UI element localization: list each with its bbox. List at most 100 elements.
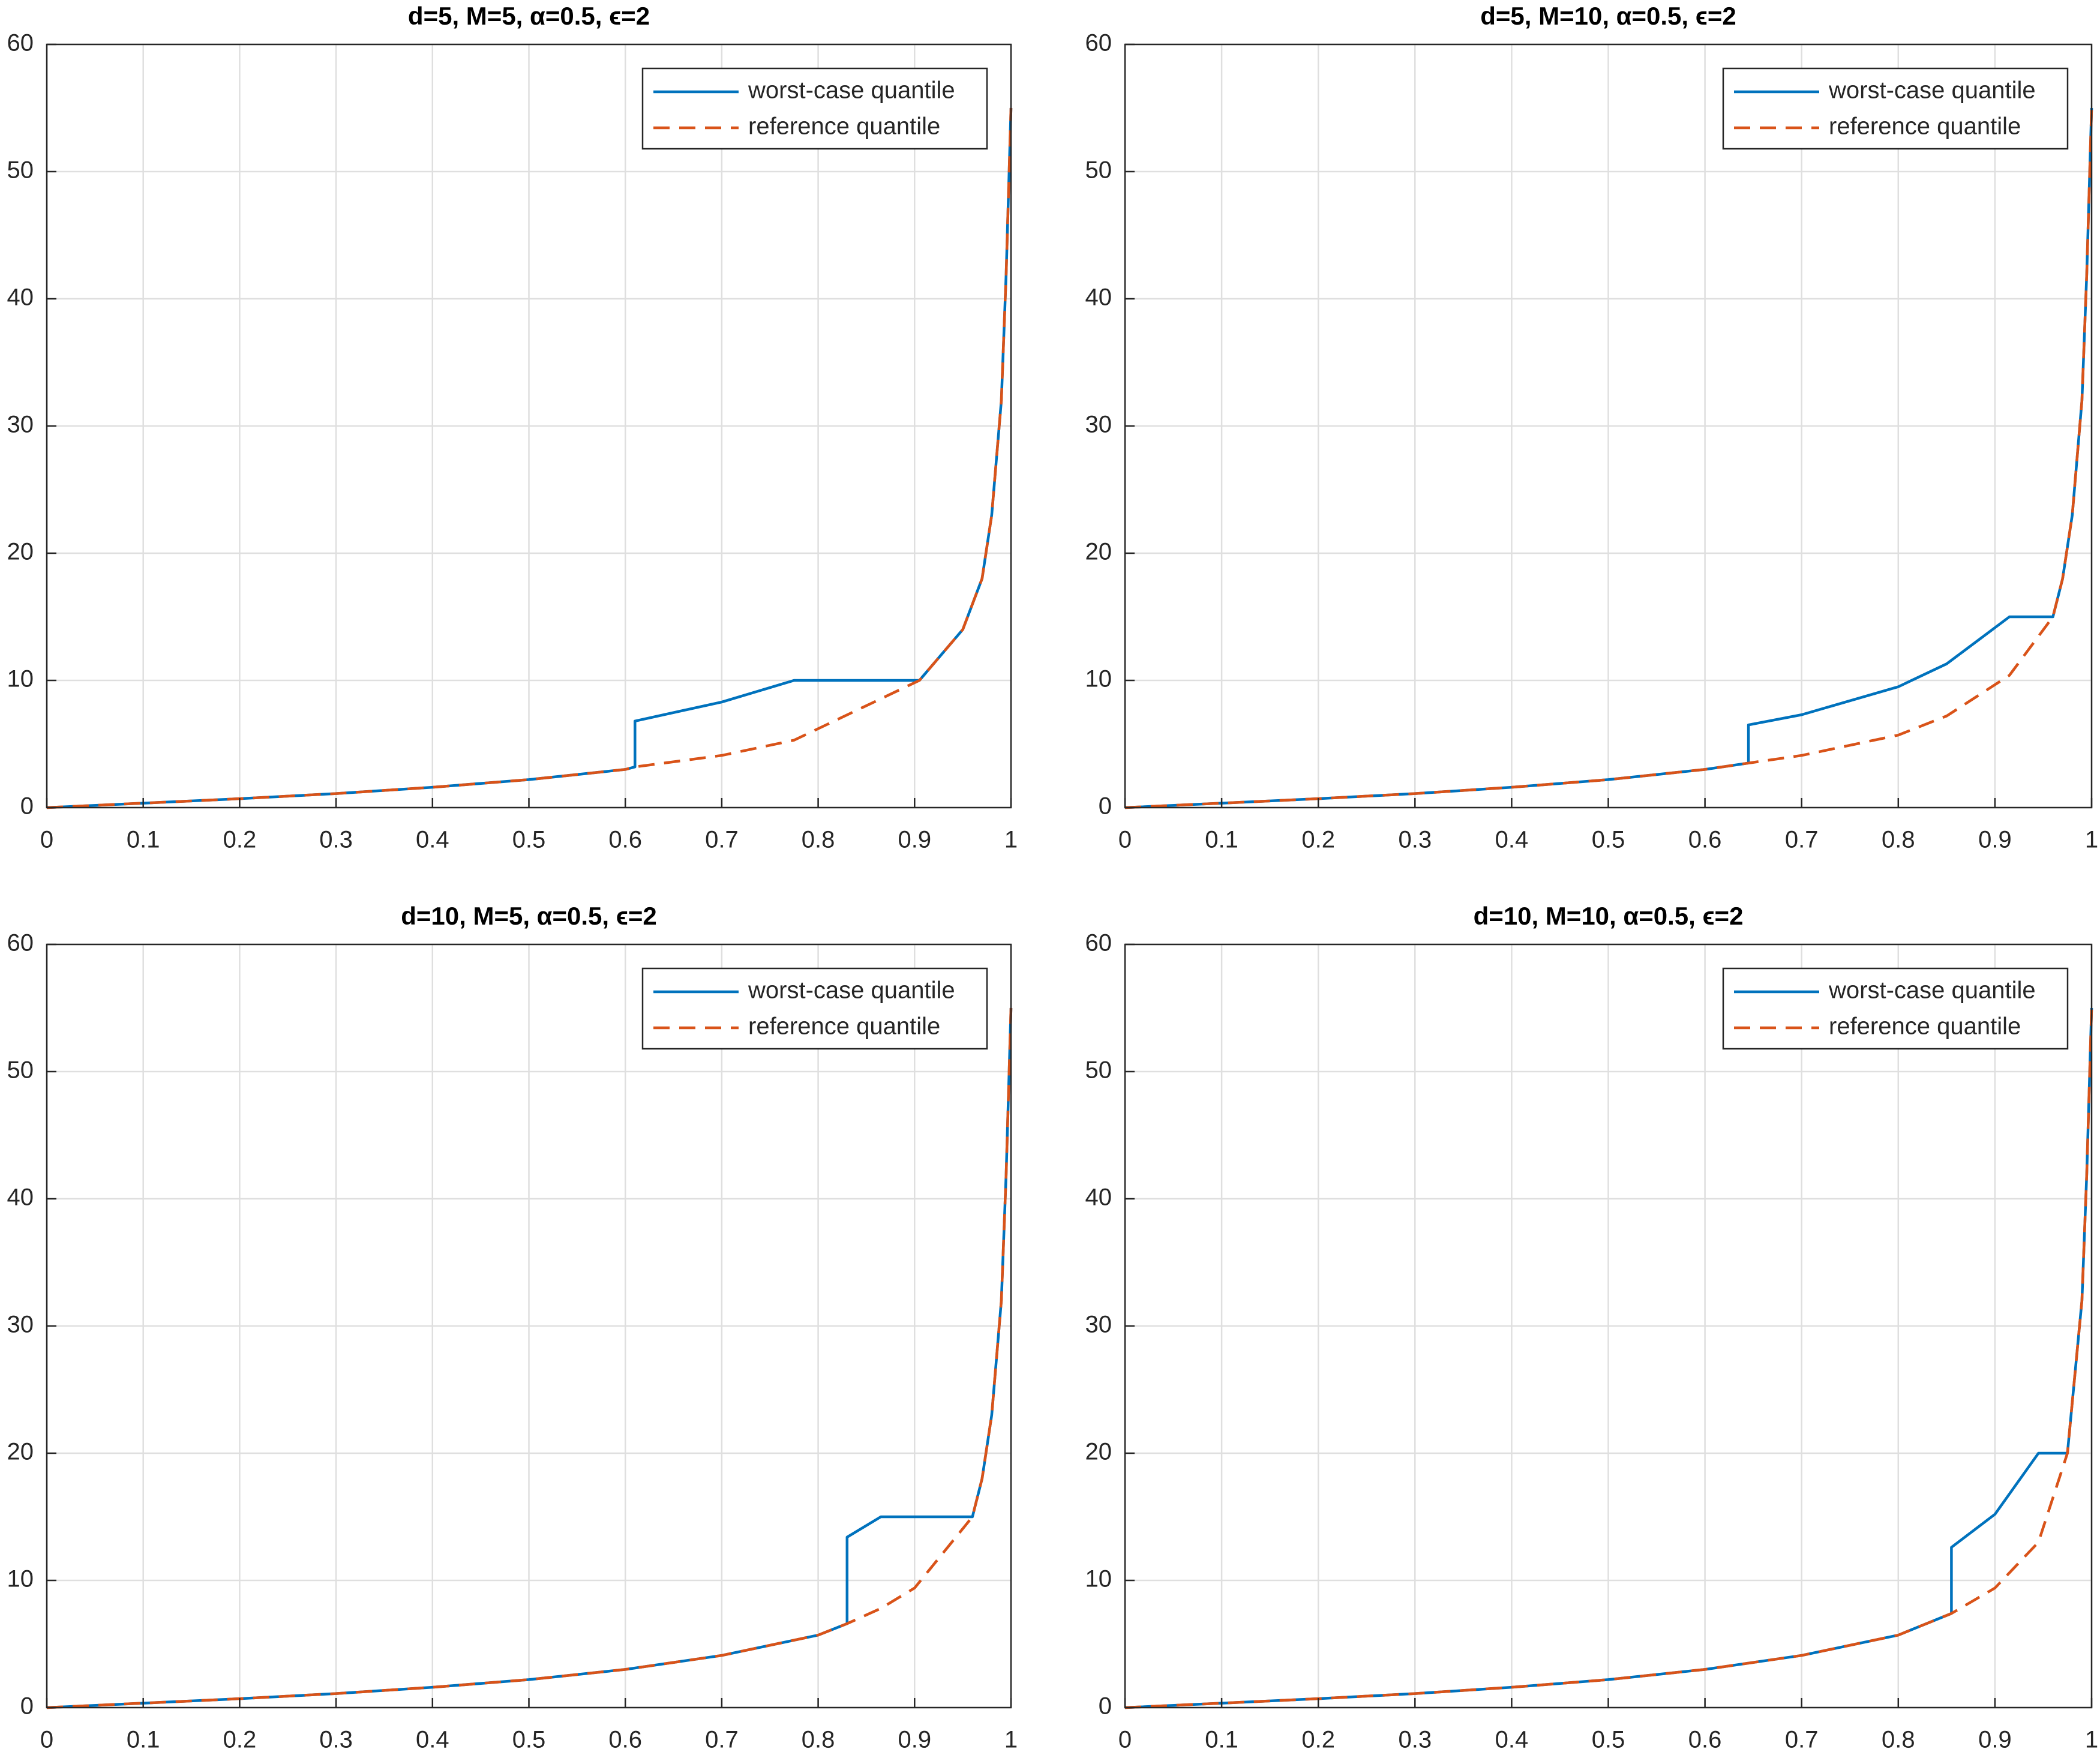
x-tick-label: 0: [40, 1727, 53, 1753]
x-tick-label: 0.3: [319, 827, 353, 853]
x-tick-label: 0.4: [1495, 1727, 1529, 1753]
y-tick-label: 20: [7, 539, 34, 565]
x-tick-label: 0: [1118, 1727, 1132, 1753]
y-tick-label: 0: [20, 1693, 34, 1720]
y-tick-label: 10: [7, 1566, 34, 1592]
chart-title: d=5, M=10, α=0.5, ϵ=2: [1480, 2, 1736, 30]
x-tick-label: 0.8: [1882, 1727, 1915, 1753]
x-tick-label: 0.1: [127, 827, 160, 853]
x-tick-label: 0.3: [1398, 1727, 1432, 1753]
legend-box: [1722, 67, 2069, 150]
legend-box: [641, 967, 988, 1050]
y-tick-label: 30: [7, 1312, 34, 1338]
y-tick-label: 50: [7, 1057, 34, 1084]
data-line: [1124, 1007, 2093, 1709]
legend-label: reference quantile: [748, 1013, 940, 1040]
y-tick-label: 30: [1085, 412, 1112, 438]
x-tick-label: 0.2: [223, 1727, 257, 1753]
x-tick-label: 0.3: [1398, 827, 1432, 853]
x-tick-label: 0.4: [416, 1727, 449, 1753]
legend-label: reference quantile: [1829, 1013, 2021, 1040]
y-tick-label: 60: [7, 930, 34, 956]
legend: worst-case quantile reference quantile: [641, 967, 988, 1050]
legend: worst-case quantile reference quantile: [1722, 967, 2069, 1050]
chart-panel: 0 0.1 0.2 0.3 0.4 0.5 0.6 0.7 0.8 0.9 101020304050…: [7, 902, 1018, 1753]
x-tick-label: 0.7: [1785, 827, 1819, 853]
data-line: [1124, 107, 2093, 809]
y-tick-label: 20: [1085, 539, 1112, 565]
chart-panel: 0 0.1 0.2 0.3 0.4 0.5 0.6 0.7 0.8 0.9 101020304050…: [1085, 2, 2099, 853]
x-tick-label: 0.6: [608, 827, 642, 853]
legend-label: worst-case quantile: [1828, 977, 2036, 1004]
y-tick-label: 60: [1085, 30, 1112, 56]
legend-box: [1722, 967, 2069, 1050]
legend: worst-case quantile reference quantile: [1722, 67, 2069, 150]
x-tick-label: 0.2: [1301, 827, 1335, 853]
x-tick-label: 0.3: [319, 1727, 353, 1753]
chart-title: d=5, M=5, α=0.5, ϵ=2: [408, 2, 650, 30]
x-tick-label: 0.4: [416, 827, 449, 853]
chart-panel: 0 0.1 0.2 0.3 0.4 0.5 0.6 0.7 0.8 0.9 101020304050…: [7, 2, 1018, 853]
y-tick-label: 60: [7, 30, 34, 56]
data-line: [46, 1007, 1013, 1709]
x-tick-label: 1: [1004, 827, 1018, 853]
legend-label: worst-case quantile: [748, 77, 955, 104]
x-tick-label: 0.6: [608, 1727, 642, 1753]
y-tick-label: 10: [1085, 1566, 1112, 1592]
chart-title: d=10, M=10, α=0.5, ϵ=2: [1474, 902, 1744, 930]
y-tick-label: 50: [1085, 157, 1112, 184]
legend-label: worst-case quantile: [1828, 77, 2036, 104]
legend: worst-case quantile reference quantile: [641, 67, 988, 150]
y-tick-label: 0: [20, 793, 34, 820]
x-tick-label: 0.4: [1495, 827, 1529, 853]
y-tick-label: 40: [7, 1184, 34, 1211]
x-tick-label: 0.8: [802, 827, 835, 853]
y-tick-label: 30: [1085, 1312, 1112, 1338]
legend-label: worst-case quantile: [748, 977, 955, 1004]
y-tick-label: 0: [1099, 793, 1112, 820]
y-tick-label: 30: [7, 412, 34, 438]
x-tick-label: 0.9: [1978, 1727, 2012, 1753]
x-tick-label: 0.9: [898, 827, 931, 853]
y-tick-label: 20: [1085, 1439, 1112, 1465]
x-tick-label: 0.7: [705, 1727, 739, 1753]
x-tick-label: 0.5: [1592, 827, 1625, 853]
x-tick-label: 0.1: [1205, 1727, 1238, 1753]
chart-title: d=10, M=5, α=0.5, ϵ=2: [401, 902, 657, 930]
x-tick-label: 0.2: [223, 827, 257, 853]
y-tick-label: 50: [1085, 1057, 1112, 1084]
y-tick-label: 60: [1085, 930, 1112, 956]
x-tick-label: 1: [1004, 1727, 1018, 1753]
x-tick-label: 0.8: [802, 1727, 835, 1753]
y-tick-label: 10: [7, 666, 34, 692]
y-tick-label: 10: [1085, 666, 1112, 692]
x-tick-label: 0.8: [1882, 827, 1915, 853]
x-tick-label: 0: [40, 827, 53, 853]
y-tick-label: 20: [7, 1439, 34, 1465]
y-tick-label: 40: [1085, 284, 1112, 311]
x-tick-label: 0.7: [1785, 1727, 1819, 1753]
x-tick-label: 0.9: [898, 1727, 931, 1753]
x-tick-label: 0.5: [1592, 1727, 1625, 1753]
legend-label: reference quantile: [1829, 113, 2021, 140]
x-tick-label: 0.6: [1688, 1727, 1722, 1753]
x-tick-label: 0: [1118, 827, 1132, 853]
chart-panel: 0 0.1 0.2 0.3 0.4 0.5 0.6 0.7 0.8 0.9 101020304050…: [1085, 902, 2099, 1753]
legend-label: reference quantile: [748, 113, 940, 140]
legend-box: [641, 67, 988, 150]
y-tick-label: 40: [7, 284, 34, 311]
x-tick-label: 1: [2085, 827, 2098, 853]
y-tick-label: 40: [1085, 1184, 1112, 1211]
x-tick-label: 0.6: [1688, 827, 1722, 853]
x-tick-label: 0.1: [127, 1727, 160, 1753]
y-tick-label: 50: [7, 157, 34, 184]
x-tick-label: 0.2: [1301, 1727, 1335, 1753]
x-tick-label: 0.9: [1978, 827, 2012, 853]
y-tick-label: 0: [1099, 1693, 1112, 1720]
x-tick-label: 0.5: [512, 827, 546, 853]
data-line: [46, 107, 1013, 809]
x-tick-label: 0.5: [512, 1727, 546, 1753]
x-tick-label: 1: [2085, 1727, 2098, 1753]
